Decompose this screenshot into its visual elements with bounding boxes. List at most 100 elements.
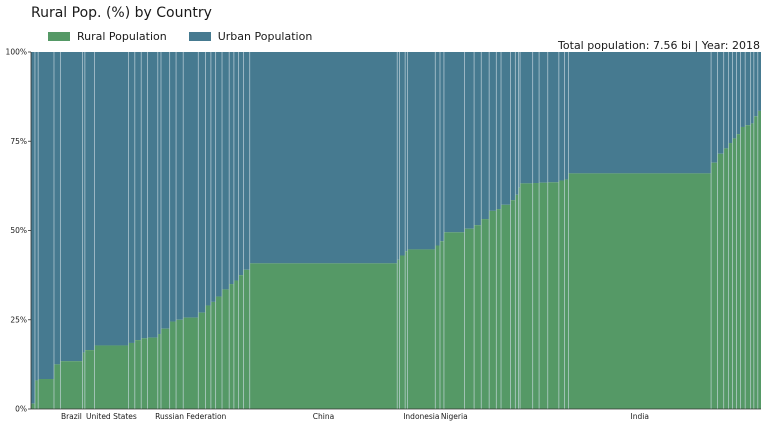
rural-bar: [501, 204, 511, 409]
urban-bar: [160, 52, 170, 329]
legend-label-urban: Urban Population: [217, 30, 313, 43]
rural-bar: [464, 228, 475, 409]
rural-bar: [183, 317, 199, 409]
urban-bar: [547, 52, 559, 183]
legend-item-rural: Rural Population: [48, 30, 167, 43]
rural-bar: [397, 259, 400, 409]
urban-bar: [249, 52, 398, 264]
rural-bar: [736, 134, 741, 410]
urban-bar: [176, 52, 184, 320]
urban-bar: [510, 52, 516, 201]
rural-bar: [757, 110, 761, 409]
rural-bar: [160, 328, 170, 409]
rural-bar: [53, 364, 61, 409]
rural-bar: [474, 225, 482, 409]
population-summary: Total population: 7.56 bi | Year: 2018: [558, 39, 760, 52]
rural-bar: [238, 275, 244, 409]
rural-bar: [515, 194, 519, 409]
rural-bar: [141, 338, 148, 409]
rural-bar: [198, 312, 206, 409]
urban-bar: [53, 52, 61, 365]
rural-bar: [215, 296, 223, 409]
rural-bar: [753, 116, 758, 409]
rural-bar: [157, 334, 161, 409]
y-tick-label: 75%: [10, 137, 27, 146]
urban-bar: [568, 52, 712, 174]
rural-bar: [147, 337, 158, 409]
urban-bar: [405, 52, 408, 252]
rural-bar: [84, 350, 95, 409]
urban-bar: [532, 52, 540, 184]
urban-bar: [183, 52, 199, 318]
urban-bar: [501, 52, 511, 205]
urban-bar: [539, 52, 548, 183]
rural-bar: [82, 352, 85, 409]
legend-swatch-rural: [48, 32, 70, 41]
rural-bar: [128, 342, 135, 409]
urban-bar: [169, 52, 177, 322]
rural-bar: [532, 183, 540, 409]
urban-bar: [753, 52, 758, 117]
rural-bar: [222, 289, 230, 409]
urban-bar: [435, 52, 440, 246]
rural-bar: [134, 340, 142, 409]
legend-label-rural: Rural Population: [77, 30, 167, 43]
x-tick-label: China: [313, 412, 334, 421]
rural-bar: [210, 301, 216, 409]
urban-bar: [439, 52, 444, 242]
rural-bar: [745, 125, 751, 409]
urban-bar: [496, 52, 502, 210]
urban-bar: [740, 52, 746, 127]
legend-swatch-urban: [188, 32, 211, 41]
urban-bar: [558, 52, 565, 181]
urban-bar: [464, 52, 475, 229]
urban-bar: [229, 52, 234, 285]
rural-bar: [439, 241, 444, 409]
rural-bar: [34, 380, 39, 409]
urban-bar: [711, 52, 718, 163]
rural-bar: [568, 173, 712, 409]
urban-bar: [564, 52, 569, 180]
rural-bar: [229, 284, 234, 409]
urban-bar: [128, 52, 135, 343]
rural-bar: [564, 179, 569, 409]
rural-bar: [723, 148, 729, 409]
x-tick-label: Brazil: [61, 412, 82, 421]
rural-bar: [728, 143, 733, 409]
rural-bar: [249, 263, 398, 409]
urban-bar: [736, 52, 741, 135]
urban-bar: [399, 52, 406, 256]
rural-bar: [711, 162, 718, 409]
urban-bar: [147, 52, 158, 338]
rural-bar: [435, 245, 440, 409]
rural-bar: [31, 403, 35, 409]
urban-bar: [515, 52, 519, 195]
x-tick-label: Nigeria: [441, 412, 468, 421]
urban-bar: [745, 52, 751, 126]
rural-bar: [38, 379, 54, 409]
legend-item-urban: Urban Population: [188, 30, 313, 43]
urban-bar: [474, 52, 482, 226]
rural-bar: [717, 153, 724, 409]
chart-title: Rural Pop. (%) by Country: [31, 5, 212, 21]
urban-bar: [233, 52, 239, 281]
urban-bar: [481, 52, 490, 220]
rural-bar: [169, 321, 177, 409]
legend: Rural Population Urban Population: [48, 30, 312, 43]
urban-bar: [723, 52, 729, 149]
urban-bar: [215, 52, 223, 297]
urban-bar: [518, 52, 521, 188]
rural-bar: [205, 305, 211, 409]
rural-bar: [443, 232, 465, 409]
rural-bar: [539, 182, 548, 409]
urban-bar: [407, 52, 436, 250]
rural-bar: [740, 126, 746, 409]
urban-bar: [238, 52, 244, 276]
rural-bar: [94, 345, 129, 409]
rural-bar: [399, 255, 406, 409]
urban-bar: [757, 52, 761, 111]
urban-bar: [38, 52, 54, 380]
rural-bar: [518, 187, 521, 409]
